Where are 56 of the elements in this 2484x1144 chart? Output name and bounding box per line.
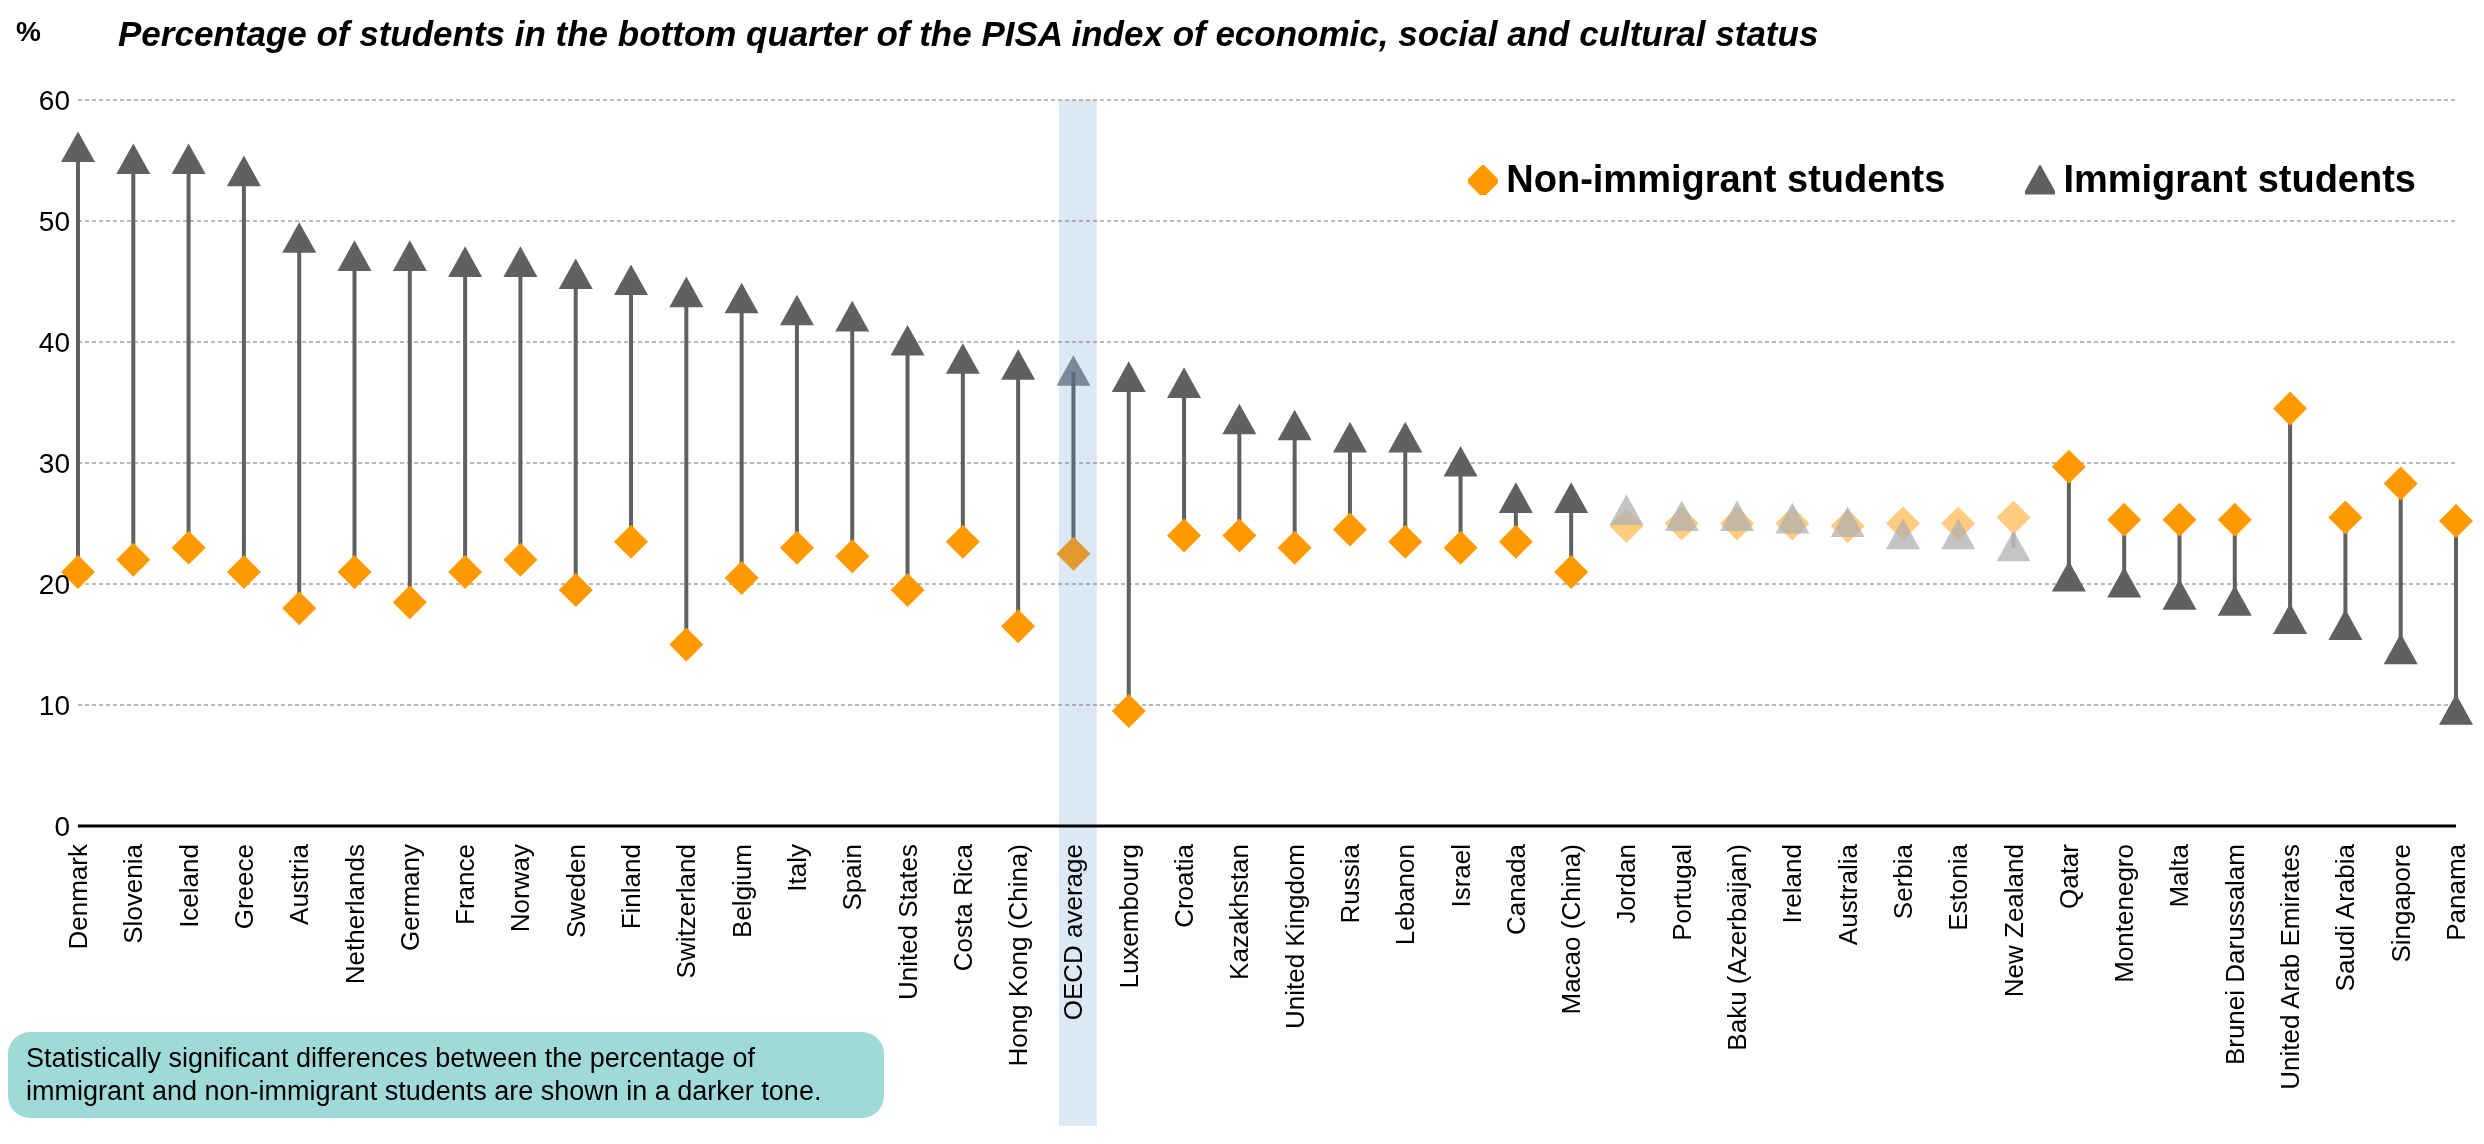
x-tick-label: Italy [781,844,812,892]
x-tick-label: Sweden [560,844,591,938]
x-tick-label: United Arab Emirates [2275,844,2306,1090]
x-tick-label: Denmark [63,843,93,950]
x-tick-label: Croatia [1169,843,1200,928]
x-tick-label: France [450,844,481,925]
legend-label: Non-immigrant students [1506,158,1946,201]
x-tick-label: Brunei Darussalam [2219,844,2250,1066]
x-tick-label: Singapore [2385,844,2416,963]
x-tick-label: United Kingdom [1279,844,1310,1029]
x-tick-label: OECD average [1058,844,1089,1021]
x-tick-label: Belgium [726,844,757,938]
x-tick-label: Montenegro [2109,844,2140,983]
x-tick-label: Qatar [2053,843,2084,910]
x-tick-label: Australia [1832,843,1863,946]
x-tick-label: Switzerland [671,844,702,979]
y-tick-label: 10 [38,689,70,721]
x-tick-label: Finland [616,844,647,930]
text: Statistically significant differences between the percentage of immigrant and non-immigrant students are shown in a darker tone. [8,1032,884,1118]
x-tick-label: Malta [2164,843,2195,908]
chart-title: Percentage of students in the bottom quarter of the PISA index of economic, social and cultural status [118,14,1819,54]
y-tick-label: 20 [38,568,70,600]
x-tick-label: Costa Rica [947,843,978,972]
x-tick-label: Jordan [1611,844,1642,924]
y-tick-label: 60 [38,84,70,116]
y-axis-title: % [16,16,41,48]
x-tick-label: Serbia [1887,843,1918,920]
y-tick-label: 50 [38,205,70,237]
x-tick-label: Canada [1500,843,1531,936]
x-tick-label: Netherlands [339,844,370,985]
x-tick-label: Hong Kong (China) [1003,844,1034,1067]
x-tick-label: New Zealand [1998,844,2029,998]
y-tick-label: 40 [38,326,70,358]
y-tick-label: 30 [38,447,70,479]
x-tick-label: Israel [1445,844,1476,908]
x-tick-label: United States [892,844,923,1001]
x-tick-label: Saudi Arabia [2330,843,2361,992]
x-tick-label: Lebanon [1390,844,1421,946]
legend-label: Immigrant students [2063,158,2416,201]
x-tick-label: Germany [394,844,425,951]
x-tick-label: Kazakhstan [1224,844,1255,980]
x-tick-label: Greece [228,844,259,930]
x-tick-label: Ireland [1777,844,1808,924]
x-tick-label: Estonia [1943,843,1974,931]
x-tick-label: Baku (Azerbaijan) [1722,844,1753,1051]
x-tick-label: Austria [284,843,315,925]
x-tick-label: Panama [2441,843,2471,941]
x-tick-label: Slovenia [118,843,149,944]
x-tick-label: Luxembourg [1113,844,1144,989]
x-tick-label: Macao (China) [1556,844,1587,1015]
x-tick-label: Russia [1334,843,1365,924]
x-tick-label: Portugal [1666,844,1697,941]
x-tick-label: Spain [837,844,868,911]
x-tick-label: Iceland [173,844,204,928]
y-tick-label: 0 [54,810,70,842]
x-tick-label: Norway [505,844,536,933]
